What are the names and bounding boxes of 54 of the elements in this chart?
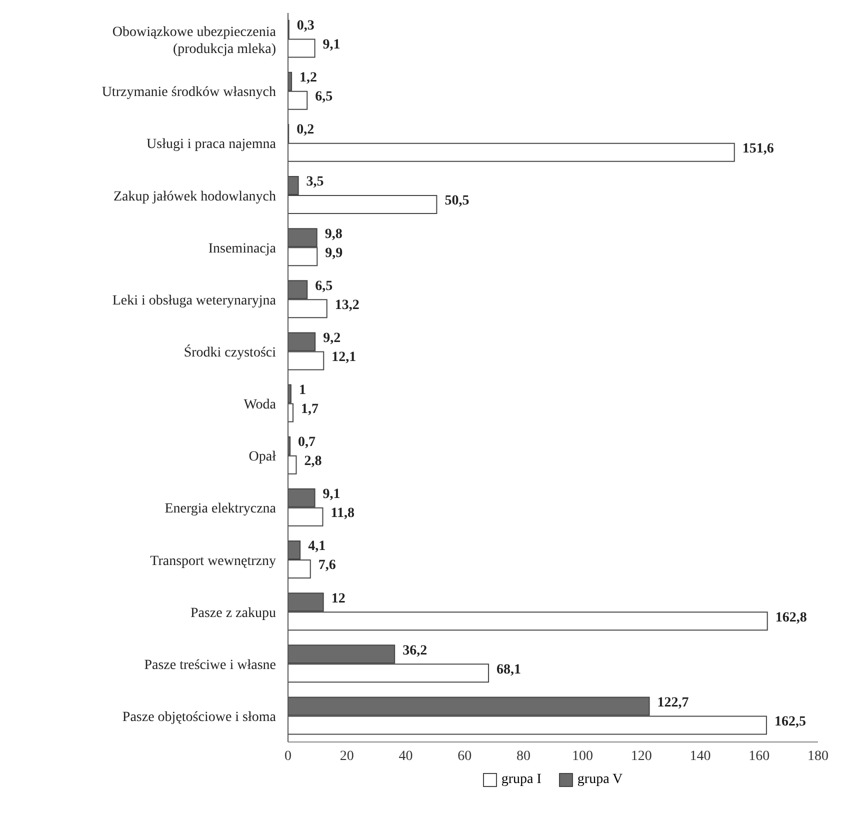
data-label: 162,8	[775, 610, 807, 626]
x-tick-label: 160	[748, 748, 770, 764]
data-label: 9,1	[322, 487, 340, 502]
data-label: 50,5	[444, 194, 470, 209]
data-label: 12	[331, 591, 346, 606]
data-label: 6,5	[315, 278, 333, 294]
data-label: 122,7	[657, 695, 689, 710]
x-tick-label: 100	[572, 748, 593, 764]
data-label: 1,2	[300, 70, 318, 86]
x-tick-label: 40	[398, 748, 413, 764]
data-label: 0,3	[296, 18, 314, 34]
y-tick-label: Woda	[244, 398, 277, 413]
x-tick-label: 140	[690, 748, 711, 764]
data-label: 11,8	[330, 506, 354, 522]
y-tick-label: Pasze z zakupu	[190, 606, 276, 621]
data-label: 6,5	[315, 90, 333, 105]
data-label: 68,1	[496, 662, 522, 678]
y-tick-label: Leki i obsługa weterynaryjna	[112, 293, 277, 308]
data-label: 151,6	[742, 142, 774, 157]
data-label: 7,6	[318, 558, 336, 574]
y-tick-label: Pasze treściwe i własne	[144, 658, 276, 673]
y-tick-label: Energia elektryczna	[164, 502, 277, 517]
data-label: 162,5	[774, 714, 806, 730]
y-tick-label: Zakup jałówek hodowlanych	[113, 189, 276, 204]
data-label: 13,2	[334, 298, 360, 313]
legend-label: grupa V	[576, 772, 623, 788]
data-label: 36,2	[402, 643, 428, 658]
data-label: 3,5	[306, 174, 324, 190]
x-tick-label: 80	[516, 748, 531, 764]
y-tick-label: Obowiązkowe ubezpieczenia (produkcja mleka)	[112, 25, 277, 58]
legend-label: grupa I	[500, 772, 542, 788]
data-label: 12,1	[332, 350, 356, 365]
data-label: 1,7	[301, 402, 319, 418]
data-label: 9,2	[323, 330, 341, 346]
x-tick-label: 20	[340, 748, 354, 764]
x-tick-label: 0	[284, 748, 292, 764]
data-label: 0,2	[296, 122, 314, 138]
data-label: 0,7	[298, 435, 316, 450]
y-tick-label: Opał	[248, 450, 276, 465]
x-tick-label: 120	[630, 748, 652, 764]
y-tick-label: Utrzymanie środków własnych	[102, 85, 276, 100]
data-label: 4,1	[308, 539, 326, 554]
y-tick-label: Transport wewnętrzny	[150, 554, 276, 569]
y-tick-label: Pasze objętościowe i słoma	[122, 710, 277, 725]
data-label: 2,8	[304, 454, 322, 470]
y-tick-label: Usługi i praca najemna	[146, 137, 277, 152]
x-tick-label: 60	[458, 748, 472, 764]
data-label: 9,8	[324, 226, 342, 242]
data-label: 9,1	[322, 38, 340, 53]
data-label: 1	[298, 383, 306, 398]
x-tick-label: 180	[808, 748, 828, 764]
data-label: 9,9	[325, 246, 343, 261]
y-tick-label: Środki czystości	[184, 343, 276, 360]
y-tick-label: Inseminacja	[208, 241, 277, 256]
